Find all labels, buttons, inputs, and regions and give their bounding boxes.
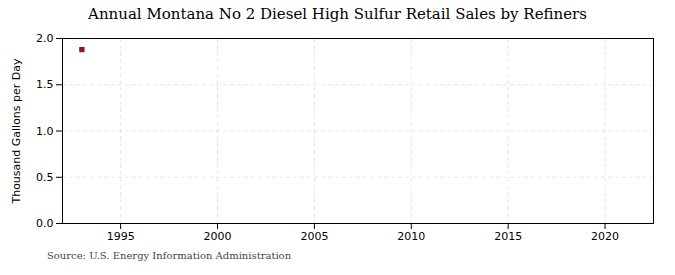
svg-text:2005: 2005	[300, 230, 328, 243]
svg-text:2.0: 2.0	[36, 32, 54, 45]
svg-text:2010: 2010	[397, 230, 425, 243]
html-text:Annual Montana No 2 Diesel Hig: Annual Montana No 2 Diesel High Sulfur R…	[88, 5, 587, 23]
svg-text:1995: 1995	[107, 230, 135, 243]
svg-text:2000: 2000	[204, 230, 232, 243]
svg-text:1.5: 1.5	[36, 78, 54, 91]
svg-text:2015: 2015	[494, 230, 522, 243]
svg-text:1.0: 1.0	[36, 125, 54, 138]
html-text:Source: U.S. Energy Informatio: Source: U.S. Energy Information Administ…	[47, 250, 292, 261]
svg-text:0.5: 0.5	[36, 171, 54, 184]
svg-text:Thousand Gallons per Day: Thousand Gallons per Day	[10, 58, 23, 205]
svg-text:2020: 2020	[591, 230, 619, 243]
svg-text:0.0: 0.0	[36, 217, 54, 230]
